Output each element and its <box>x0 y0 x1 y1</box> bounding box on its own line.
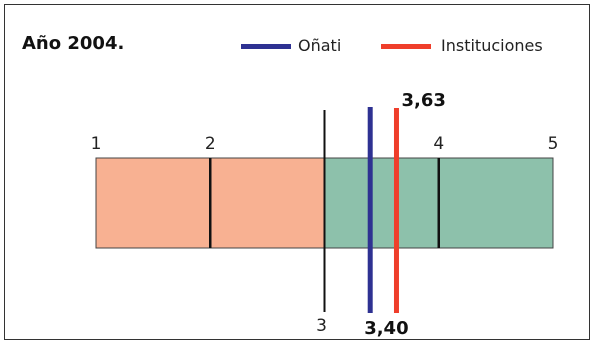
legend-label-onati: Oñati <box>298 36 342 55</box>
tick-label-2: 2 <box>205 134 216 154</box>
tick-label-4: 4 <box>433 134 444 154</box>
tick-label-5: 5 <box>548 134 559 154</box>
chart-title: Año 2004. <box>22 33 125 54</box>
tick-label-3: 3 <box>316 316 327 336</box>
tick-label-1: 1 <box>91 134 102 154</box>
legend-swatch-instituciones <box>381 44 431 49</box>
legend-label-instituciones: Instituciones <box>441 36 543 55</box>
data-label-instituciones: 3,63 <box>401 90 445 111</box>
data-label-oñati: 3,40 <box>364 318 408 339</box>
legend-swatch-onati <box>241 44 291 49</box>
